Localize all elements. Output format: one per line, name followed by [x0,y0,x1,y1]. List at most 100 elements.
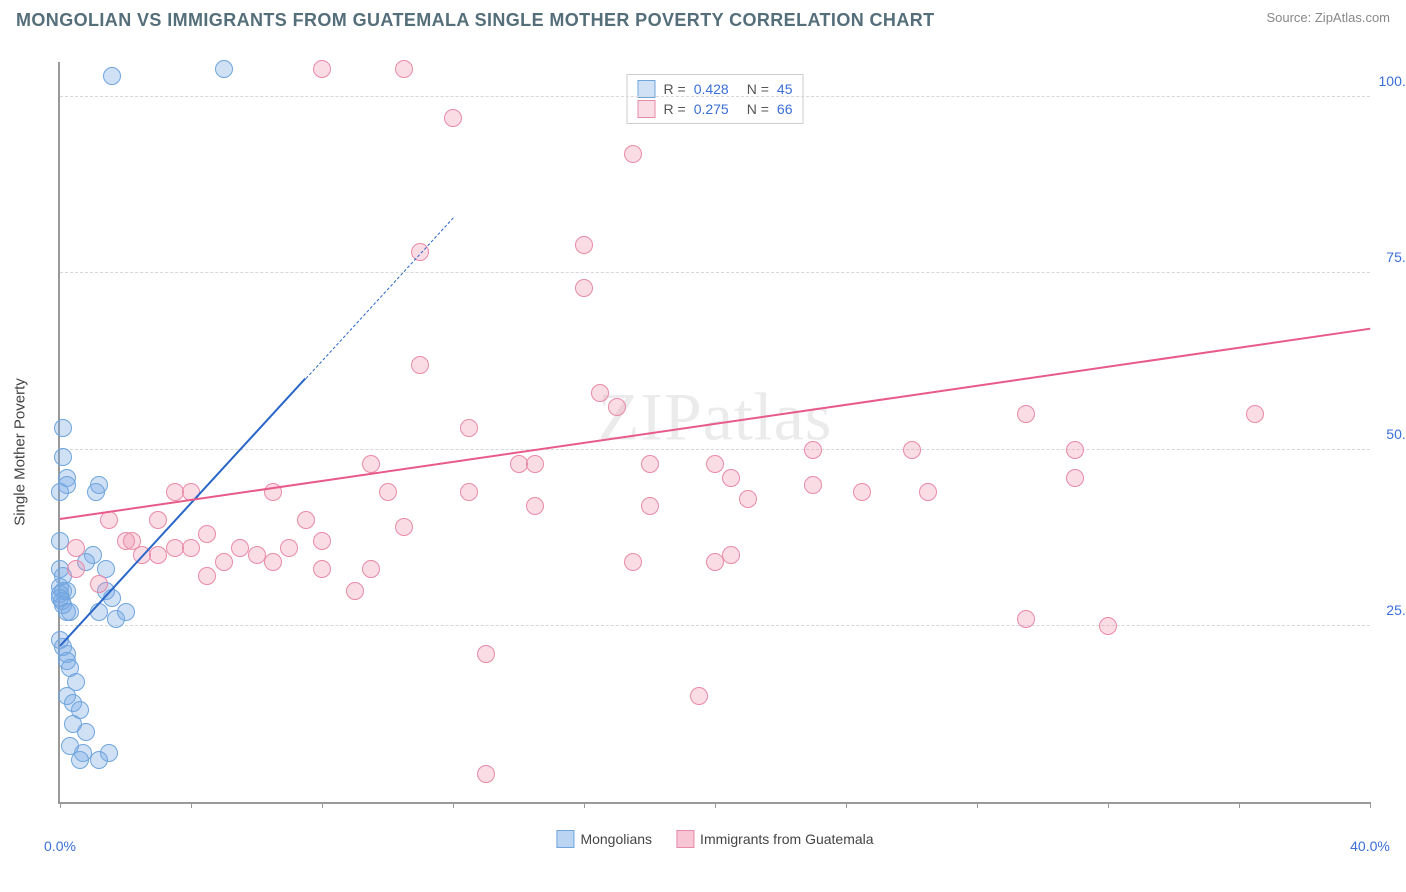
legend-r-value: 0.275 [694,101,729,117]
legend-label: Mongolians [580,831,652,847]
data-point [919,483,937,501]
data-point [280,539,298,557]
legend-item: Immigrants from Guatemala [676,830,874,848]
data-point [1246,405,1264,423]
data-point [722,546,740,564]
data-point [215,553,233,571]
legend-r-value: 0.428 [694,81,729,97]
data-point [313,532,331,550]
data-point [1066,441,1084,459]
data-point [123,532,141,550]
data-point [248,546,266,564]
data-point [51,532,69,550]
data-point [1099,617,1117,635]
legend-swatch [638,100,656,118]
y-tick-label: 100.0% [1379,73,1406,89]
gridline-h [60,449,1370,450]
data-point [87,483,105,501]
data-point [149,546,167,564]
data-point [67,539,85,557]
data-point [61,603,79,621]
data-point [51,483,69,501]
chart-header: MONGOLIAN VS IMMIGRANTS FROM GUATEMALA S… [0,0,1406,37]
y-axis-label: Single Mother Poverty [12,378,29,526]
legend-item: Mongolians [556,830,652,848]
trend-line [60,328,1370,520]
gridline-h [60,272,1370,273]
legend-swatch [676,830,694,848]
data-point [297,511,315,529]
legend-swatch [556,830,574,848]
data-point [54,448,72,466]
data-point [510,455,528,473]
data-point [624,553,642,571]
x-tick [1370,802,1371,808]
legend-n-value: 45 [777,81,793,97]
legend-label: Immigrants from Guatemala [700,831,874,847]
data-point [54,419,72,437]
data-point [90,751,108,769]
trend-line-dashed [305,218,453,379]
x-tick [60,802,61,808]
data-point [117,603,135,621]
data-point [706,553,724,571]
data-point [198,567,216,585]
data-point [215,60,233,78]
data-point [198,525,216,543]
data-point [395,60,413,78]
data-point [103,67,121,85]
data-point [166,539,184,557]
data-point [722,469,740,487]
x-tick-label: 40.0% [1350,838,1390,854]
data-point [231,539,249,557]
data-point [526,455,544,473]
gridline-h [60,625,1370,626]
data-point [526,497,544,515]
data-point [1066,469,1084,487]
data-point [313,60,331,78]
correlation-legend: R = 0.428 N = 45 R = 0.275N = 66 [627,74,804,124]
source-text: Source: ZipAtlas.com [1266,10,1390,25]
y-tick-label: 75.0% [1386,249,1406,265]
data-point [182,539,200,557]
x-tick [322,802,323,808]
gridline-h [60,96,1370,97]
data-point [264,553,282,571]
data-point [90,603,108,621]
data-point [460,483,478,501]
data-point [362,560,380,578]
data-point [853,483,871,501]
data-point [1017,405,1035,423]
data-point [706,455,724,473]
data-point [690,687,708,705]
data-point [477,645,495,663]
legend-row: R = 0.275N = 66 [638,99,793,119]
x-tick [846,802,847,808]
legend-r-label: R = [664,101,686,117]
legend-n-label: N = [747,81,769,97]
x-tick [584,802,585,808]
data-point [77,723,95,741]
series-legend: Mongolians Immigrants from Guatemala [556,830,873,848]
data-point [739,490,757,508]
y-tick-label: 50.0% [1386,426,1406,442]
data-point [591,384,609,402]
data-point [411,356,429,374]
data-point [149,511,167,529]
data-point [362,455,380,473]
x-tick [1108,802,1109,808]
data-point [166,483,184,501]
x-tick [1239,802,1240,808]
data-point [641,455,659,473]
data-point [444,109,462,127]
data-point [379,483,397,501]
data-point [477,765,495,783]
data-point [71,751,89,769]
x-tick [715,802,716,808]
data-point [100,511,118,529]
data-point [575,279,593,297]
data-point [1017,610,1035,628]
chart-title: MONGOLIAN VS IMMIGRANTS FROM GUATEMALA S… [16,10,935,31]
data-point [903,441,921,459]
data-point [460,419,478,437]
